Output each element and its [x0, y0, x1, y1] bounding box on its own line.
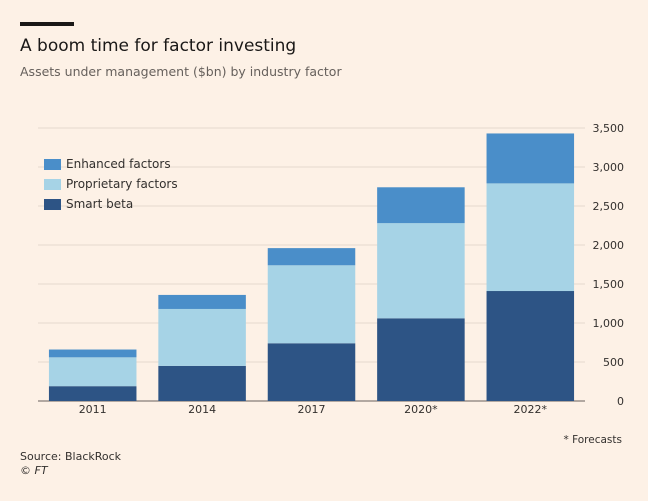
bar-segment-proprietary-factors — [486, 183, 575, 292]
bar-segment-enhanced-factors — [377, 187, 465, 224]
x-tick-label: 2011 — [79, 403, 107, 416]
y-tick-label: 0 — [617, 395, 624, 408]
top-rule — [20, 22, 74, 26]
bar-segment-enhanced-factors — [158, 294, 246, 309]
bar-segment-smart-beta — [158, 365, 246, 401]
y-tick-label: 1,500 — [593, 278, 625, 291]
bar-segment-smart-beta — [486, 291, 575, 401]
y-tick-label: 500 — [603, 356, 624, 369]
bar-segment-proprietary-factors — [267, 265, 356, 344]
bar-segment-proprietary-factors — [48, 357, 137, 387]
chart-title: A boom time for factor investing — [20, 36, 297, 56]
chart-subtitle: Assets under management ($bn) by industr… — [20, 64, 342, 79]
legend-item-proprietary-factors: Proprietary factors — [44, 177, 178, 191]
x-tick-label: 2017 — [298, 403, 326, 416]
bar-segment-enhanced-factors — [267, 248, 356, 266]
legend-item-enhanced-factors: Enhanced factors — [44, 157, 171, 171]
bar-segment-smart-beta — [377, 318, 465, 401]
y-tick-label: 3,000 — [593, 161, 625, 174]
bar-segment-enhanced-factors — [486, 133, 575, 184]
copyright-note: © FT — [20, 464, 48, 477]
legend-label: Proprietary factors — [66, 177, 178, 191]
bar-segment-proprietary-factors — [158, 308, 246, 366]
x-tick-label: 2014 — [188, 403, 216, 416]
bar-segment-smart-beta — [267, 343, 356, 401]
legend-label: Enhanced factors — [66, 157, 171, 171]
y-tick-label: 2,500 — [593, 200, 625, 213]
y-tick-label: 3,500 — [593, 122, 625, 135]
bar-segment-proprietary-factors — [377, 223, 465, 319]
forecast-footnote: * Forecasts — [563, 434, 623, 446]
legend-label: Smart beta — [66, 197, 134, 211]
legend-swatch-proprietary-icon — [44, 178, 61, 190]
legend-swatch-enhanced-icon — [44, 158, 61, 170]
source-note: Source: BlackRock — [20, 450, 122, 463]
x-tick-label: 2020* — [404, 403, 438, 416]
bar-segment-smart-beta — [48, 386, 137, 401]
y-tick-label: 2,000 — [593, 239, 625, 252]
x-tick-label: 2022* — [514, 403, 548, 416]
bar-segment-enhanced-factors — [48, 349, 137, 358]
legend-swatch-smart-beta-icon — [44, 198, 61, 210]
legend-item-smart-beta: Smart beta — [44, 197, 133, 211]
y-tick-label: 1,000 — [593, 317, 625, 330]
